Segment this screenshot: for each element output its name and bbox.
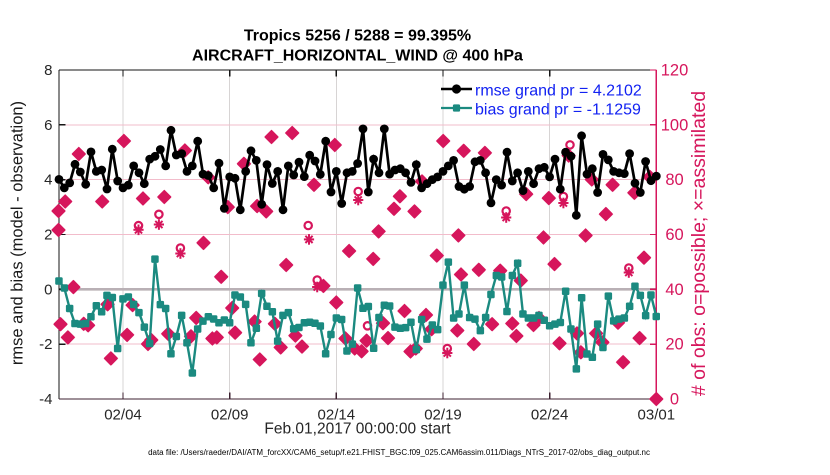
svg-text:# of obs: o=possible; ×=assimi: # of obs: o=possible; ×=assimilated bbox=[688, 91, 710, 396]
svg-text:rmse grand pr = 4.2102: rmse grand pr = 4.2102 bbox=[475, 83, 642, 100]
svg-text:0: 0 bbox=[44, 281, 52, 298]
svg-text:80: 80 bbox=[665, 171, 683, 189]
svg-text:-2: -2 bbox=[39, 336, 52, 353]
svg-text:02/14: 02/14 bbox=[318, 407, 356, 424]
svg-text:data file: /Users/raeder/DAI/A: data file: /Users/raeder/DAI/ATM_forcXX/… bbox=[148, 448, 650, 457]
svg-text:4: 4 bbox=[44, 172, 52, 189]
svg-text:02/24: 02/24 bbox=[531, 407, 569, 424]
svg-text:0: 0 bbox=[670, 391, 679, 409]
svg-text:Feb.01,2017 00:00:00 start: Feb.01,2017 00:00:00 start bbox=[264, 421, 451, 438]
svg-text:40: 40 bbox=[665, 281, 683, 299]
svg-text:02/09: 02/09 bbox=[211, 407, 249, 424]
svg-text:100: 100 bbox=[661, 116, 689, 134]
svg-text:20: 20 bbox=[665, 336, 683, 354]
svg-text:6: 6 bbox=[44, 117, 52, 134]
svg-text:Tropics 5256 / 5288 = 99.395%: Tropics 5256 / 5288 = 99.395% bbox=[244, 28, 471, 45]
svg-text:2: 2 bbox=[44, 227, 52, 244]
svg-text:AIRCRAFT_HORIZONTAL_WIND @ 400: AIRCRAFT_HORIZONTAL_WIND @ 400 hPa bbox=[192, 48, 523, 65]
svg-text:02/19: 02/19 bbox=[424, 407, 462, 424]
svg-text:02/04: 02/04 bbox=[104, 407, 142, 424]
svg-text:-4: -4 bbox=[39, 391, 52, 408]
svg-text:03/01: 03/01 bbox=[638, 407, 676, 424]
svg-text:60: 60 bbox=[665, 226, 683, 244]
svg-text:8: 8 bbox=[44, 62, 52, 79]
svg-text:120: 120 bbox=[661, 62, 689, 80]
svg-text:rmse and bias (model - observa: rmse and bias (model - observation) bbox=[9, 101, 27, 365]
svg-text:bias grand pr = -1.1259: bias grand pr = -1.1259 bbox=[475, 102, 641, 119]
